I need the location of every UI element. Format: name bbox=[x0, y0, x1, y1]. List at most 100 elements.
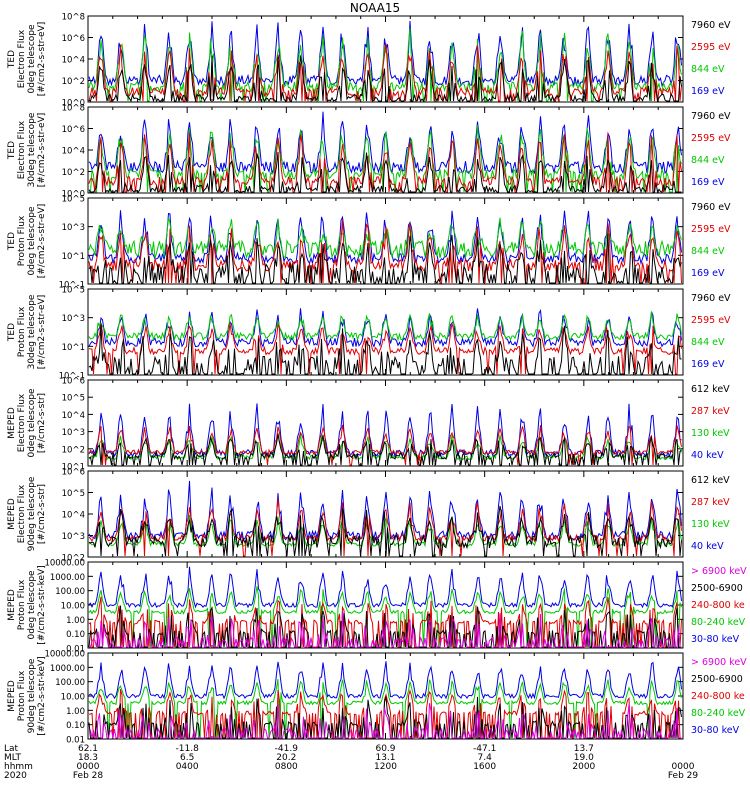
panel-2: 10^0 10^2 10^4 10^6 10^8 TED Electron Flux 30de… bbox=[7, 104, 731, 200]
hhmm-value: 1600 bbox=[473, 762, 496, 772]
y-tick-label: 10^6 bbox=[62, 377, 85, 387]
mlt-value: 7.4 bbox=[478, 753, 493, 763]
legend-entry: 169 eV bbox=[691, 86, 725, 97]
series-line-0 bbox=[88, 233, 682, 285]
y-axis-label-line: Electron Flux bbox=[17, 120, 27, 179]
lat-value: 13.7 bbox=[574, 744, 594, 754]
hhmm-value: 0000 bbox=[672, 762, 695, 772]
y-tick-label: 10^8 bbox=[62, 104, 85, 114]
legend-entry: 7960 eV bbox=[691, 111, 731, 122]
series-line-0 bbox=[88, 434, 682, 466]
legend-entry: 287 keV bbox=[691, 406, 730, 417]
y-axis-label-line: [#/cm2-s-str] bbox=[37, 484, 47, 544]
series-line-4 bbox=[88, 566, 682, 609]
legend-entry: 844 eV bbox=[691, 337, 725, 348]
y-tick-label: 1.00 bbox=[66, 707, 85, 717]
date-start: Feb 28 bbox=[73, 771, 104, 781]
y-axis-label-line: [#/cm2-s-str-keV] bbox=[37, 656, 47, 735]
y-tick-label: 10^4 bbox=[62, 411, 85, 421]
y-axis-label-line: Proton Flux bbox=[17, 579, 27, 630]
legend-entry: 2595 eV bbox=[691, 42, 731, 53]
legend-entry: 844 eV bbox=[691, 155, 725, 166]
series-line-2 bbox=[88, 311, 682, 342]
y-tick-label: 10^5 bbox=[62, 195, 85, 205]
y-axis-label-line: 0deg telescope bbox=[27, 24, 37, 94]
y-axis-label-line: Electron Flux bbox=[17, 393, 27, 452]
y-tick-label: 10^6 bbox=[62, 125, 85, 135]
legend-entry: 169 eV bbox=[691, 268, 725, 279]
series-line-3 bbox=[88, 20, 682, 88]
y-tick-label: 10^3 bbox=[62, 532, 85, 542]
hhmm-value: 0400 bbox=[176, 762, 199, 772]
panel-4: 10^-1 10^1 10^3 10^5 TED Proton Flux 30deg tel… bbox=[7, 286, 731, 382]
series-line-1 bbox=[88, 322, 682, 375]
panel-6: 10^2 10^3 10^4 10^5 10^6 MEPED Electron Flux 90… bbox=[7, 468, 730, 564]
series-line-1 bbox=[88, 132, 682, 193]
y-axis-label-line: [#/cm2-s-str] bbox=[37, 393, 47, 453]
series-line-0 bbox=[88, 55, 682, 103]
legend-entry: > 6900 keV bbox=[691, 657, 747, 668]
y-tick-label: 10000.00 bbox=[44, 650, 85, 660]
hhmm-value: 1200 bbox=[374, 762, 397, 772]
y-tick-label: 1.00 bbox=[66, 616, 85, 626]
series-line-1 bbox=[88, 424, 682, 466]
y-tick-label: 0.10 bbox=[66, 721, 85, 731]
legend-entry: 7960 eV bbox=[691, 293, 731, 304]
x-row-label: hhmm bbox=[4, 762, 33, 772]
legend-entry: 130 keV bbox=[691, 519, 730, 530]
series-line-3 bbox=[88, 679, 682, 739]
y-tick-label: 10^3 bbox=[62, 223, 85, 233]
legend-entry: 287 keV bbox=[691, 497, 730, 508]
chart-title: NOAA15 bbox=[350, 1, 400, 15]
legend-entry: 844 eV bbox=[691, 246, 725, 257]
legend-entry: 2500-6900 bbox=[691, 583, 743, 594]
y-tick-label: 10^6 bbox=[62, 468, 85, 478]
y-tick-label: 0.10 bbox=[66, 630, 85, 640]
panel-7: 0.01 0.10 1.00 10.00 100.00 1000.00 10000.00 ME… bbox=[7, 559, 747, 655]
y-tick-label: 1000.00 bbox=[50, 664, 85, 674]
y-tick-label: 10^5 bbox=[62, 394, 85, 404]
legend-entry: 2595 eV bbox=[691, 224, 731, 235]
series-line-4 bbox=[88, 661, 682, 700]
panel-8: 0.01 0.10 1.00 10.00 100.00 1000.00 10000.00 ME… bbox=[7, 650, 747, 746]
y-axis-label-line: 0deg telescope bbox=[27, 388, 37, 458]
series-line-3 bbox=[88, 586, 682, 648]
lat-value: -47.1 bbox=[473, 744, 496, 754]
y-axis-label-line: [#/cm2-s-str-keV] bbox=[37, 565, 47, 644]
legend-entry: 844 eV bbox=[691, 64, 725, 75]
y-tick-label: 10^1 bbox=[62, 463, 85, 473]
mlt-value: 19.0 bbox=[574, 753, 594, 763]
y-axis-label-line: Proton Flux bbox=[17, 306, 27, 357]
panel-1: 10^0 10^2 10^4 10^6 10^8 TED Electron Flux 0deg… bbox=[7, 13, 731, 109]
y-axis-label-line: Electron Flux bbox=[17, 29, 27, 88]
legend-entry: 612 keV bbox=[691, 475, 730, 486]
y-axis-label-line: MEPED bbox=[7, 589, 17, 621]
legend-entry: 80-240 keV bbox=[691, 708, 746, 719]
y-tick-label: 100.00 bbox=[55, 678, 85, 688]
series-line-1 bbox=[88, 43, 682, 102]
legend-entry: 2595 eV bbox=[691, 133, 731, 144]
y-axis-label-line: [#/cm2-s-str-eV] bbox=[37, 113, 47, 188]
legend-entry: 169 eV bbox=[691, 359, 725, 370]
legend-entry: 130 keV bbox=[691, 428, 730, 439]
hhmm-value: 0000 bbox=[77, 762, 100, 772]
legend-entry: 80-240 keV bbox=[691, 617, 746, 628]
legend-entry: > 6900 keV bbox=[691, 566, 747, 577]
y-tick-label: 10^5 bbox=[62, 286, 85, 296]
legend-entry: 40 keV bbox=[691, 450, 724, 461]
date-end: Feb 29 bbox=[668, 771, 699, 781]
series-line-1 bbox=[88, 498, 682, 557]
y-axis-label-line: [#/cm2-s-str-eV] bbox=[37, 22, 47, 97]
y-tick-label: 10.00 bbox=[61, 602, 85, 612]
y-axis-label-line: [#/cm2-s-str-eV] bbox=[37, 295, 47, 370]
lat-value: -11.8 bbox=[176, 744, 200, 754]
y-axis-label-line: 90deg telescope bbox=[27, 658, 37, 733]
legend-entry: 30-80 keV bbox=[691, 634, 740, 645]
y-tick-label: 10^1 bbox=[62, 343, 85, 353]
y-axis-label-line: 0deg telescope bbox=[27, 570, 37, 640]
y-axis-label-line: 30deg telescope bbox=[27, 112, 37, 187]
y-axis-label-line: TED bbox=[7, 141, 17, 160]
series-line-0 bbox=[89, 611, 682, 648]
y-tick-label: 10^4 bbox=[62, 511, 85, 521]
